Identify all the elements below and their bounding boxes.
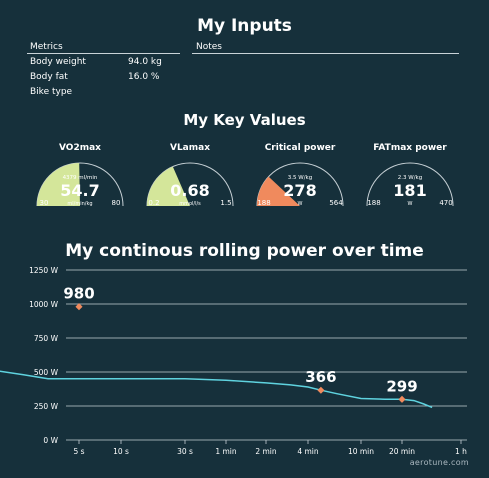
gauge-max: 470: [439, 199, 452, 207]
x-tick-label: 1 h: [455, 447, 467, 456]
gauge-min: 188: [257, 199, 270, 207]
gauge-value: 278: [283, 181, 316, 200]
x-tick-label: 10 s: [113, 447, 129, 456]
gauge-min: 188: [367, 199, 380, 207]
gauge-fill: [37, 163, 80, 206]
x-tick-label: 30 s: [177, 447, 193, 456]
gauge-title-vo2max: VO2max: [59, 143, 101, 153]
power-curve-line: [0, 370, 433, 409]
metric-label-body-fat: Body fat: [30, 72, 68, 82]
y-tick-label: 0 W: [43, 436, 58, 445]
metrics-header: Metrics: [30, 42, 63, 52]
annotation-marker: [398, 395, 406, 403]
x-tick-label: 10 min: [348, 447, 374, 456]
gauge-value: 0.68: [170, 181, 209, 200]
annotation-marker: [317, 386, 325, 394]
x-tick-label: 1 min: [215, 447, 237, 456]
gauge-title-critical-power: Critical power: [264, 143, 336, 153]
y-tick-label: 1000 W: [29, 300, 58, 309]
y-tick-label: 500 W: [34, 368, 59, 377]
metric-value-body-fat: 16.0 %: [128, 72, 160, 82]
gauge-unit: W: [408, 201, 413, 207]
gauge-outline: [366, 162, 454, 207]
y-tick-label: 750 W: [34, 334, 59, 343]
annotation-marker: [75, 303, 83, 311]
gauge-sub-label: 4379 ml/min: [63, 175, 98, 181]
gauge-title-vlamax: VLamax: [169, 143, 211, 153]
key-values-title: My Key Values: [183, 111, 306, 129]
rolling-power-chart: 0 W 250 W 500 W 750 W 1000 W 1250 W 5 s 10 s 30 …: [0, 266, 467, 456]
gauge-sub-label: 3.5 W/kg: [288, 175, 312, 181]
metric-label-bike-type: Bike type: [30, 87, 73, 97]
metric-value-body-weight: 94.0 kg: [128, 57, 162, 67]
y-tick-label: 1250 W: [29, 266, 58, 275]
notes-header: Notes: [196, 42, 222, 52]
y-tick-label: 250 W: [34, 402, 59, 411]
annotation-label: 366: [305, 368, 336, 386]
gauge-value: 181: [393, 181, 426, 200]
x-tick-label: 5 s: [73, 447, 84, 456]
gauge-max: 564: [329, 199, 343, 207]
gauge-min: 0.2: [148, 199, 159, 207]
x-tick-label: 20 min: [389, 447, 415, 456]
gauge-sub-label: 2.3 W/kg: [398, 175, 422, 181]
annotation-label: 299: [386, 377, 417, 395]
gauge-fill: [147, 166, 190, 206]
inputs-title: My Inputs: [197, 16, 292, 36]
x-tick-label: 2 min: [255, 447, 277, 456]
annotation-label: 980: [63, 285, 94, 303]
footer-brand: aerotune.com: [409, 458, 469, 467]
gauge-min: 30: [40, 199, 49, 207]
gauge-max: 80: [112, 199, 121, 207]
notes-divider: [192, 53, 459, 54]
chart-title: My continous rolling power over time: [65, 241, 424, 261]
x-tick-label: 4 min: [297, 447, 319, 456]
gauge-unit: mmol/l/s: [179, 201, 201, 207]
gauge-unit: W: [298, 201, 303, 207]
metric-label-body-weight: Body weight: [30, 57, 86, 67]
gauge-unit: ml/min/kg: [67, 201, 92, 207]
metrics-divider: [27, 53, 180, 54]
gauge-fill: [257, 176, 300, 206]
gauge-max: 1.5: [220, 199, 231, 207]
gauge-value: 54.7: [60, 181, 99, 200]
gauge-title-fatmax-power: FATmax power: [373, 143, 447, 153]
